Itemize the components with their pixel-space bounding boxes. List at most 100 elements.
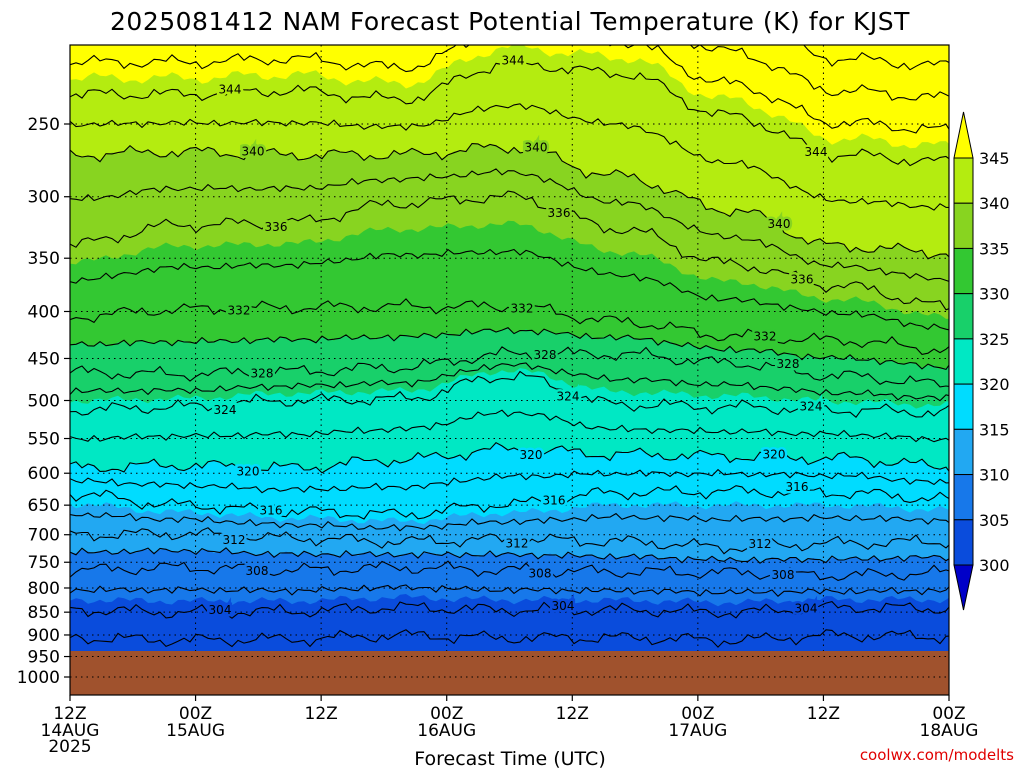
y-tick-label: 950 — [28, 648, 60, 668]
isentrope-314 — [70, 512, 949, 532]
chart-title: 2025081412 NAM Forecast Potential Temper… — [110, 7, 910, 36]
isentrope-304 — [70, 600, 949, 619]
contour-label-308: 308 — [526, 564, 554, 583]
colorbar-label: 320 — [979, 375, 1010, 394]
y-tick-label: 650 — [28, 496, 60, 516]
contour-label-316: 316 — [540, 491, 568, 510]
y-tick-label: 900 — [28, 626, 60, 646]
colorbar-bottom-arrow — [953, 564, 974, 611]
contour-label-324: 324 — [211, 401, 239, 420]
y-tick-label: 350 — [28, 249, 60, 269]
y-tick-label: 850 — [28, 603, 60, 623]
y-tick-label: 600 — [28, 464, 60, 484]
contour-label-text: 324 — [214, 403, 237, 417]
contour-label-336: 336 — [545, 204, 573, 223]
contour-label-text: 308 — [529, 566, 552, 580]
colorbar-label: 315 — [979, 420, 1010, 439]
colorbar-label: 340 — [979, 194, 1010, 213]
y-tick-label: 400 — [28, 302, 60, 322]
x-tick-label: 00Z — [430, 704, 463, 724]
colorbar: 345 340 335 330 325 320 315 310 305 300 — [953, 111, 1010, 611]
plot-frame — [69, 44, 950, 696]
x-tick-label: 00Z — [179, 704, 212, 724]
colorbar-box — [953, 383, 974, 430]
contour-label-304: 304 — [792, 599, 820, 618]
isentrope-344 — [70, 56, 949, 167]
contour-label-text: 344 — [805, 145, 828, 159]
isentrope-308 — [70, 560, 949, 581]
contour-label-340: 340 — [522, 138, 550, 157]
colorbar-box — [953, 247, 974, 295]
contour-label-text: 324 — [800, 399, 823, 413]
colorbar-box — [953, 428, 974, 476]
x-tick-label: 12Z — [556, 704, 589, 724]
isentrope-306 — [70, 584, 949, 597]
isentrope-330 — [70, 327, 949, 371]
contour-label-304: 304 — [206, 600, 234, 619]
contour-labels: 304 304 304 308 308 308 312 312 312 316 316 316 320 3… — [206, 51, 830, 619]
grid-lines-below-ground — [70, 656, 949, 678]
contour-label-336: 336 — [788, 270, 816, 289]
contour-label-text: 336 — [265, 220, 288, 234]
contour-label-328: 328 — [531, 345, 559, 364]
contour-label-336: 336 — [262, 218, 290, 237]
isentrope-316 — [70, 485, 949, 520]
y-tick-label: 750 — [28, 553, 60, 573]
contour-label-340: 340 — [239, 142, 267, 161]
contour-label-text: 304 — [552, 599, 575, 613]
isentrope-346 — [70, 45, 949, 134]
credit-link[interactable]: coolwx.com/modelts — [860, 746, 1014, 764]
colorbar-box — [953, 519, 974, 566]
x-tick-label: 12Z — [807, 704, 840, 724]
contour-label-text: 320 — [763, 448, 786, 462]
contour-label-320: 320 — [234, 462, 262, 481]
contour-label-332: 332 — [508, 299, 536, 318]
y-axis: 250 300 350 400 450 500 550 600 650 700 750 800 850 9… — [17, 115, 70, 688]
isentrope-348 — [689, 45, 949, 101]
colorbar-label: 335 — [979, 239, 1010, 258]
y-tick-label: 300 — [28, 188, 60, 208]
x-tick-sublabel: 15AUG — [166, 721, 225, 741]
contour-label-text: 316 — [786, 480, 809, 494]
contour-label-text: 336 — [548, 206, 571, 220]
isentrope-342 — [70, 103, 949, 211]
contour-label-324: 324 — [554, 387, 582, 406]
x-tick-sublabel: 18AUG — [920, 721, 979, 741]
isentrope-350 — [803, 45, 949, 71]
contour-label-text: 328 — [534, 348, 557, 362]
isentrope-332 — [70, 298, 949, 355]
plot-area — [70, 45, 949, 695]
isentrope-340 — [70, 143, 949, 260]
contour-label-312: 312 — [220, 530, 248, 549]
contour-label-text: 316 — [543, 494, 566, 508]
contour-label-text: 340 — [242, 145, 265, 159]
x-axis-label: Forecast Time (UTC) — [414, 748, 605, 768]
contour-label-332: 332 — [225, 301, 253, 320]
y-tick-label: 800 — [28, 579, 60, 599]
y-tick-label: 250 — [28, 115, 60, 135]
y-tick-label: 1000 — [17, 668, 60, 688]
colorbar-box — [953, 474, 974, 521]
contour-label-308: 308 — [769, 566, 797, 585]
contour-label-text: 340 — [768, 217, 791, 231]
contour-label-text: 304 — [209, 603, 232, 617]
isentrope-318 — [70, 468, 949, 494]
x-tick-label: 12Z — [53, 704, 86, 724]
contour-label-text: 312 — [749, 537, 772, 551]
y-tick-label: 450 — [28, 349, 60, 369]
x-tick-sublabel: 17AUG — [668, 721, 727, 741]
colorbar-label: 330 — [979, 285, 1010, 304]
isentrope-312 — [70, 527, 949, 555]
contour-label-text: 312 — [223, 533, 246, 547]
contour-label-text: 320 — [520, 448, 543, 462]
contour-label-text: 336 — [791, 273, 814, 287]
contour-label-328: 328 — [774, 355, 802, 374]
isentrope-324 — [70, 370, 949, 418]
ground-mask — [70, 651, 949, 695]
isentrope-326 — [70, 362, 949, 402]
colorbar-box — [953, 157, 974, 204]
contour-label-text: 344 — [502, 54, 525, 68]
contour-label-320: 320 — [517, 446, 545, 465]
